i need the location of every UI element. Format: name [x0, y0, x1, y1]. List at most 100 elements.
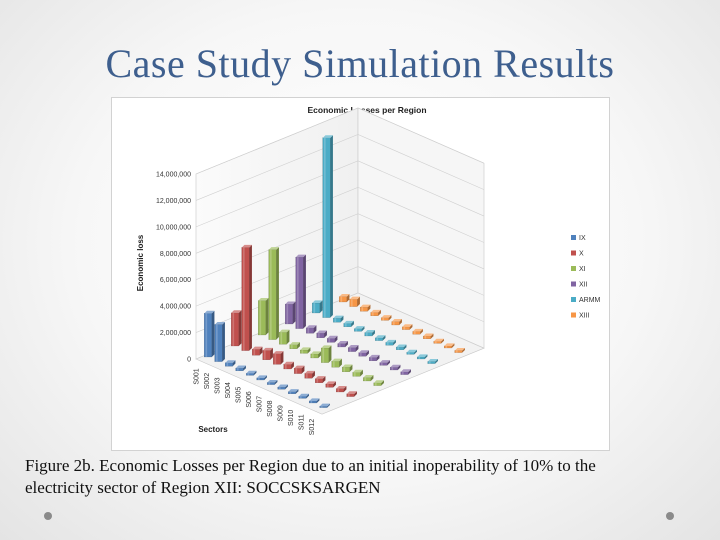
- bar-x-s010: [325, 381, 336, 388]
- chart-title: Economic Losses per Region: [307, 105, 426, 115]
- x-tick-labels: S001 S002 S003 S004 S005 S006 S007 S008 S009 S010…: [193, 368, 316, 435]
- bar-xii-s003: [306, 325, 317, 334]
- bar-armm-s003: [333, 315, 344, 323]
- bar-ix-s004: [235, 365, 246, 371]
- x-tick-label: S003: [214, 377, 221, 393]
- bar-xi-s003: [279, 329, 290, 345]
- bar-xiii-s009: [423, 333, 434, 339]
- y-tick-label: 6,000,000: [160, 277, 191, 284]
- bar-xi-s001: [258, 297, 269, 336]
- slide-decor-dot-right: [666, 512, 674, 520]
- bar-armm-s008: [385, 339, 396, 346]
- bar-armm-s002: [322, 135, 333, 318]
- x-tick-label: S002: [204, 373, 211, 389]
- legend-label-xii: XII: [579, 282, 588, 289]
- slide-decor-dot-left: [44, 512, 52, 520]
- caption-line-2: electricity sector of Region XII: SOCCSK…: [25, 478, 381, 498]
- bar-x-s005: [273, 351, 284, 365]
- bar-armm-s011: [417, 354, 428, 360]
- y-tick-labels: 0 2,000,000 4,000,000 6,000,000 8,000,000 10,…: [156, 172, 191, 364]
- bar-xiii-s007: [402, 324, 413, 330]
- legend-swatch-xii: [571, 281, 576, 287]
- bar-xiii-s005: [381, 315, 392, 321]
- bar-xi-s005: [300, 347, 311, 354]
- bar-armm-s005: [354, 326, 365, 332]
- bar-ix-s011: [309, 398, 320, 404]
- y-tick-label: 12,000,000: [156, 198, 191, 205]
- bar-xii-s001: [285, 301, 296, 325]
- legend-swatch-x: [571, 250, 576, 256]
- bar-armm-s009: [396, 344, 407, 350]
- legend-label-armm: ARMM: [579, 297, 601, 304]
- bar-xii-s006: [337, 341, 348, 348]
- bar-x-s011: [336, 386, 347, 393]
- bar-ix-s003: [225, 360, 236, 367]
- bar-xi-s006: [310, 351, 321, 359]
- bar-xiii-s002: [349, 296, 360, 307]
- gridline: [195, 107, 485, 175]
- bar-armm-s001: [312, 300, 323, 314]
- bar-x-s004: [262, 347, 273, 360]
- bar-ix-s012: [319, 403, 330, 408]
- gridline: [195, 134, 485, 201]
- gridline: [195, 186, 485, 254]
- bar-armm-s012: [427, 358, 438, 364]
- bar-xii-s012: [400, 369, 411, 375]
- bar-armm-s007: [375, 335, 386, 341]
- bar-x-s008: [304, 370, 315, 379]
- bar-x-s001: [231, 310, 242, 347]
- x-tick-label: S006: [246, 391, 253, 407]
- x-tick-label: S011: [298, 414, 305, 430]
- bar-ix-s006: [256, 375, 267, 381]
- legend-label-xiii: XIII: [579, 313, 590, 320]
- bar-xi-s012: [373, 380, 384, 386]
- bar-ix-s009: [288, 389, 299, 394]
- bar-xii-s007: [348, 344, 359, 352]
- bar-ix-s001: [204, 310, 215, 358]
- x-tick-label: S012: [309, 419, 316, 435]
- bar-xiii-s004: [370, 309, 381, 316]
- bar-xiii-s003: [360, 304, 371, 312]
- x-axis-label: Sectors: [198, 425, 228, 434]
- bar-xii-s002: [295, 254, 306, 329]
- bar-ix-s007: [267, 379, 278, 385]
- legend-swatch-xi: [571, 266, 576, 271]
- x-tick-label: S008: [267, 400, 274, 416]
- legend-label-xi: XI: [579, 266, 586, 273]
- y-tick-label: 10,000,000: [156, 224, 191, 231]
- bar-xii-s004: [316, 330, 327, 338]
- bar-x-s006: [283, 361, 294, 370]
- x-tick-label: S010: [288, 410, 295, 426]
- x-tick-label: S001: [193, 368, 200, 384]
- bar-xii-s010: [379, 360, 390, 366]
- bar-xi-s009: [342, 364, 353, 372]
- y-tick-label: 0: [187, 357, 191, 364]
- x-tick-label: S007: [256, 396, 263, 412]
- legend-label-x: X: [579, 251, 584, 258]
- chart-bars: [204, 135, 465, 408]
- y-tick-label: 14,000,000: [156, 172, 191, 179]
- legend-swatch-ix: [571, 235, 576, 240]
- bar-xii-s005: [327, 335, 338, 343]
- bar-xiii-s012: [454, 347, 465, 353]
- legend-swatch-armm: [571, 297, 576, 302]
- bar-x-s007: [294, 365, 305, 374]
- bar-xi-s007: [321, 345, 332, 363]
- gridline: [195, 160, 485, 228]
- bar-xii-s009: [369, 354, 380, 361]
- bar-x-s009: [315, 376, 326, 383]
- x-tick-label: S005: [235, 387, 242, 403]
- bar-armm-s004: [343, 320, 354, 327]
- caption-line-1: Figure 2b. Economic Losses per Region du…: [25, 456, 596, 475]
- bar-xiii-s006: [391, 319, 402, 326]
- bar-armm-s010: [406, 349, 417, 355]
- bar-x-s002: [241, 244, 252, 351]
- bar-x-s003: [252, 346, 263, 356]
- y-tick-label: 8,000,000: [160, 251, 191, 258]
- bar-xi-s008: [331, 358, 342, 368]
- bar-xi-s011: [363, 375, 374, 382]
- figure-caption: Figure 2b. Economic Losses per Region du…: [25, 455, 705, 499]
- bar-ix-s002: [214, 321, 225, 362]
- bar-x-s012: [346, 391, 357, 397]
- bar-xiii-s011: [444, 343, 455, 349]
